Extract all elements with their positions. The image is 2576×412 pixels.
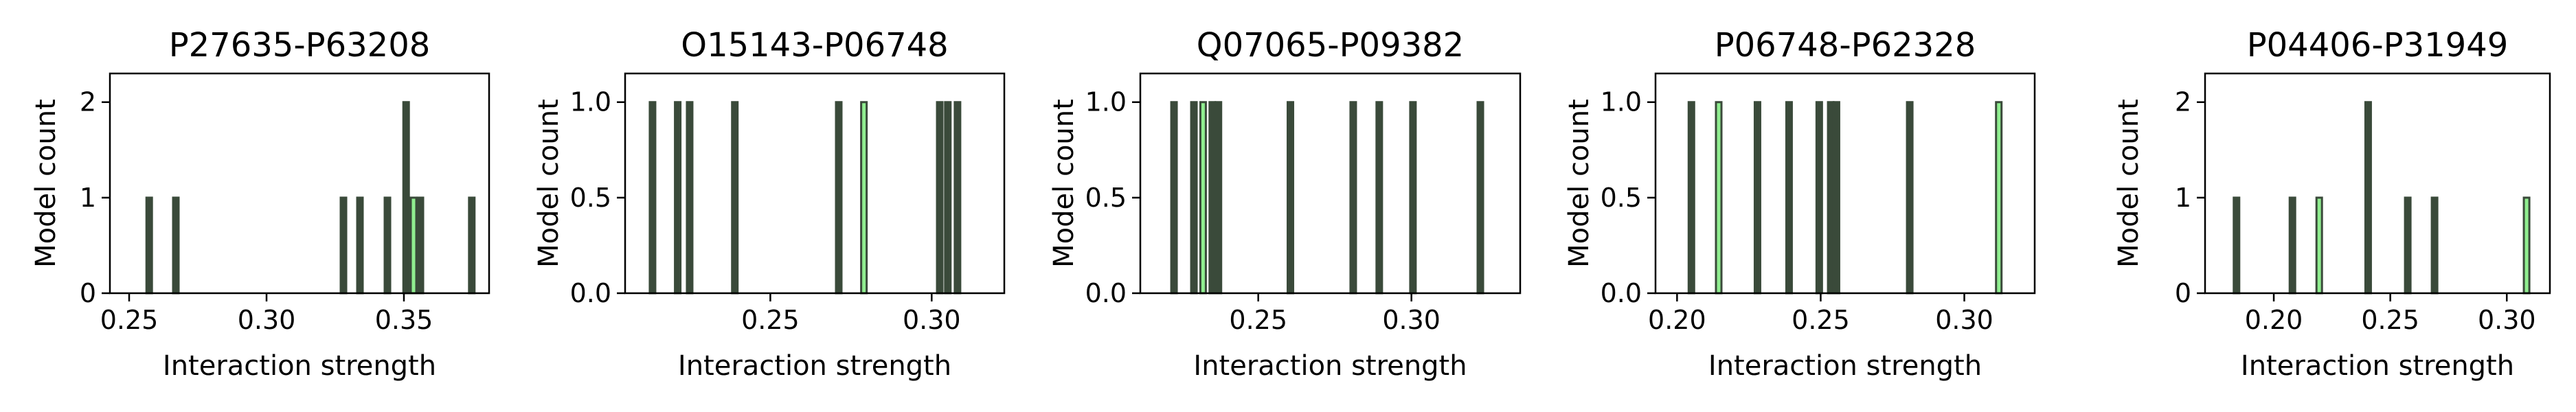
x-tick-label: 0.35 [375, 305, 433, 335]
histogram-bar [1906, 101, 1914, 295]
histogram-bar [1208, 101, 1217, 295]
y-axis-label: Model count [30, 99, 62, 268]
y-axis-label: Model count [2113, 99, 2145, 268]
histogram-bar [731, 101, 739, 295]
histogram-bar [2522, 196, 2531, 295]
histogram-bar [339, 196, 348, 295]
x-tick-label: 0.30 [903, 305, 961, 335]
histogram-bar [1409, 101, 1417, 295]
histogram-bar [1715, 101, 1723, 295]
x-tick-label: 0.25 [741, 305, 800, 335]
histogram-bar [356, 196, 364, 295]
histogram-bar [402, 101, 410, 295]
histogram-bar [1476, 101, 1484, 295]
histogram-bar [1199, 101, 1207, 295]
histogram-bar [1170, 101, 1178, 295]
histogram-bar [2233, 196, 2241, 295]
y-tick-label: 0.0 [1601, 278, 1642, 308]
histogram-bar [1287, 101, 1295, 295]
histogram-bar [2364, 101, 2372, 295]
y-tick-label: 2 [2175, 87, 2191, 117]
histogram-bar [383, 196, 392, 295]
histogram-bar [2315, 196, 2323, 295]
y-tick-label: 0 [2175, 278, 2191, 308]
chart-panel-3: 0.25 0.30 0.0 0.5 1.0 Q07065-P09382 Interactio… [1048, 26, 1522, 382]
x-tick-label: 0.25 [2361, 305, 2419, 335]
chart-title: P04406-P31949 [2247, 26, 2509, 65]
y-tick-label: 1.0 [1601, 87, 1642, 117]
x-tick-label: 0.20 [2245, 305, 2303, 335]
plot-frame [109, 72, 490, 295]
histogram-bar [648, 101, 657, 295]
chart-title: P06748-P62328 [1715, 26, 1976, 65]
x-axis-label: Interaction strength [163, 350, 436, 382]
chart-panel-4: 0.20 0.25 0.30 0.0 0.5 1.0 P06748-P62328 Intera… [1563, 26, 2036, 382]
histogram-bar [1375, 101, 1383, 295]
histogram-bar [1687, 101, 1695, 295]
x-axis-label: Interaction strength [1193, 350, 1467, 382]
histogram-bar [416, 196, 425, 295]
histogram-bar [172, 196, 180, 295]
y-tick-label: 0.0 [1085, 278, 1127, 308]
x-tick-label: 0.30 [1382, 305, 1440, 335]
x-axis-label: Interaction strength [2241, 350, 2514, 382]
y-tick-label: 0.5 [570, 183, 611, 213]
x-tick-label: 0.25 [1229, 305, 1287, 335]
histogram-bar [1832, 101, 1840, 295]
y-tick-label: 0.5 [1601, 183, 1642, 213]
chart-panel-5: 0.20 0.25 0.30 0 1 2 P04406-P31949 Interaction … [2113, 26, 2551, 382]
histogram-bar [674, 101, 682, 295]
y-tick-label: 1.0 [570, 87, 611, 117]
x-tick-label: 0.25 [100, 305, 159, 335]
histogram-bar [1190, 101, 1198, 295]
y-axis-label: Model count [1563, 99, 1595, 268]
chart-title: P27635-P63208 [169, 26, 431, 65]
plot-frame [2204, 72, 2551, 295]
y-tick-label: 2 [80, 87, 96, 117]
histogram-bar [686, 101, 694, 295]
histogram-bar [145, 196, 153, 295]
chart-title: O15143-P06748 [681, 26, 948, 65]
chart-panel-2: 0.25 0.30 0.0 0.5 1.0 O15143-P06748 Interactio… [533, 26, 1006, 382]
x-tick-label: 0.20 [1648, 305, 1706, 335]
plot-frame [1654, 72, 2036, 295]
chart-title: Q07065-P09382 [1197, 26, 1464, 65]
histogram-bar [944, 101, 952, 295]
y-axis-label: Model count [1048, 99, 1080, 268]
histogram-bar [1214, 101, 1223, 295]
histogram-bar [1995, 101, 2003, 295]
histogram-bar [468, 196, 476, 295]
y-tick-label: 1 [2175, 183, 2191, 213]
x-tick-label: 0.30 [2478, 305, 2536, 335]
y-axis-label: Model count [533, 99, 565, 268]
histogram-bar [2404, 196, 2412, 295]
x-tick-label: 0.30 [1935, 305, 1993, 335]
y-tick-label: 1 [80, 183, 96, 213]
histogram-bar [936, 101, 944, 295]
histogram-bar [1785, 101, 1793, 295]
histogram-bar [953, 101, 962, 295]
x-axis-label: Interaction strength [1708, 350, 1982, 382]
x-tick-label: 0.30 [238, 305, 296, 335]
histogram-bar [860, 101, 868, 295]
plot-frame [624, 72, 1006, 295]
y-tick-label: 0.5 [1085, 183, 1127, 213]
chart-panel-1: 0.25 0.30 0.35 0 1 2 P27635-P63208 Interaction … [30, 26, 490, 382]
histogram-bar [1815, 101, 1823, 295]
histogram-bar [409, 196, 418, 295]
plot-frame [1139, 72, 1522, 295]
x-axis-label: Interaction strength [678, 350, 951, 382]
histogram-bar [2288, 196, 2296, 295]
histogram-bar [1349, 101, 1357, 295]
y-tick-label: 1.0 [1085, 87, 1127, 117]
y-tick-label: 0.0 [570, 278, 611, 308]
x-tick-label: 0.25 [1792, 305, 1850, 335]
histogram-bar [1827, 101, 1835, 295]
histogram-bar [2430, 196, 2439, 295]
y-tick-label: 0 [80, 278, 96, 308]
histogram-bar [835, 101, 843, 295]
histogram-bar [1753, 101, 1761, 295]
